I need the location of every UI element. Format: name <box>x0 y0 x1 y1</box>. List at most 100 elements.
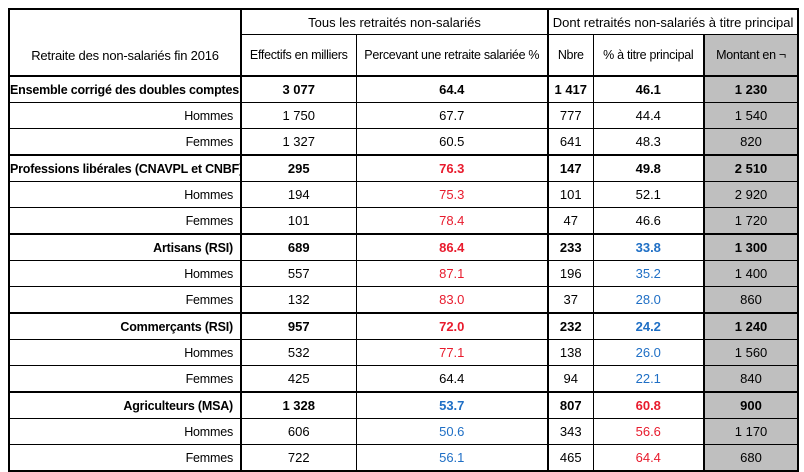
cell: 56.6 <box>592 418 705 445</box>
row-label: Hommes <box>8 260 242 287</box>
cell: 465 <box>547 444 594 472</box>
row-label: Agriculteurs (MSA) <box>8 391 242 419</box>
cell: 75.3 <box>355 181 549 208</box>
cell: 689 <box>240 233 357 261</box>
cell: 641 <box>547 128 594 156</box>
cell: 48.3 <box>592 128 705 156</box>
cell: 425 <box>240 365 357 393</box>
table-row: Artisans (RSI) 689 86.4 233 33.8 1 300 <box>8 233 799 261</box>
cell: 2 510 <box>703 154 799 182</box>
cell: 46.1 <box>592 75 705 103</box>
cell: 343 <box>547 418 594 445</box>
table-row: Hommes 1 750 67.7 777 44.4 1 540 <box>8 102 799 129</box>
cell: 680 <box>703 444 799 472</box>
cell: 77.1 <box>355 339 549 366</box>
table-row: Femmes 1 327 60.5 641 48.3 820 <box>8 128 799 156</box>
table-row: Hommes 194 75.3 101 52.1 2 920 <box>8 181 799 208</box>
cell: 138 <box>547 339 594 366</box>
cell: 94 <box>547 365 594 393</box>
retirement-table-container: Retraite des non-salariés fin 2016 Tous … <box>8 8 800 472</box>
cell: 1 170 <box>703 418 799 445</box>
table-row: Femmes 132 83.0 37 28.0 860 <box>8 286 799 314</box>
cell: 87.1 <box>355 260 549 287</box>
cell: 900 <box>703 391 799 419</box>
cell: 37 <box>547 286 594 314</box>
cell: 78.4 <box>355 207 549 235</box>
cell: 101 <box>547 181 594 208</box>
cell: 72.0 <box>355 312 549 340</box>
cell: 1 327 <box>240 128 357 156</box>
cell: 64.4 <box>592 444 705 472</box>
cell: 820 <box>703 128 799 156</box>
cell: 60.8 <box>592 391 705 419</box>
row-label: Ensemble corrigé des doubles comptes <box>8 75 242 103</box>
row-label: Hommes <box>8 418 242 445</box>
cell: 47 <box>547 207 594 235</box>
cell: 24.2 <box>592 312 705 340</box>
cell: 1 540 <box>703 102 799 129</box>
cell: 957 <box>240 312 357 340</box>
table-body: Ensemble corrigé des doubles comptes 3 07… <box>8 75 799 472</box>
cell: 67.7 <box>355 102 549 129</box>
cell: 44.4 <box>592 102 705 129</box>
group-header-row: Retraite des non-salariés fin 2016 Tous … <box>8 8 799 77</box>
cell: 46.6 <box>592 207 705 235</box>
row-label: Hommes <box>8 339 242 366</box>
cell: 1 417 <box>547 75 594 103</box>
row-label: Femmes <box>8 365 242 393</box>
column-header-pct-principal: % à titre principal <box>592 34 705 77</box>
table-row: Professions libérales (CNAVPL et CNBF) 29… <box>8 154 799 182</box>
cell: 26.0 <box>592 339 705 366</box>
table-row: Hommes 532 77.1 138 26.0 1 560 <box>8 339 799 366</box>
cell: 147 <box>547 154 594 182</box>
cell: 1 230 <box>703 75 799 103</box>
cell: 60.5 <box>355 128 549 156</box>
cell: 840 <box>703 365 799 393</box>
cell: 860 <box>703 286 799 314</box>
cell: 56.1 <box>355 444 549 472</box>
table-row: Agriculteurs (MSA) 1 328 53.7 807 60.8 900 <box>8 391 799 419</box>
cell: 1 750 <box>240 102 357 129</box>
row-label: Femmes <box>8 207 242 235</box>
cell: 64.4 <box>355 75 549 103</box>
cell: 1 560 <box>703 339 799 366</box>
table-row: Hommes 606 50.6 343 56.6 1 170 <box>8 418 799 445</box>
column-header-effectifs: Effectifs en milliers <box>240 34 357 77</box>
corner-header: Retraite des non-salariés fin 2016 <box>8 8 242 77</box>
cell: 1 328 <box>240 391 357 419</box>
cell: 83.0 <box>355 286 549 314</box>
cell: 76.3 <box>355 154 549 182</box>
table-row: Femmes 101 78.4 47 46.6 1 720 <box>8 207 799 235</box>
cell: 807 <box>547 391 594 419</box>
cell: 28.0 <box>592 286 705 314</box>
cell: 22.1 <box>592 365 705 393</box>
group-header-all-retirees: Tous les retraités non-salariés <box>239 8 549 35</box>
cell: 50.6 <box>355 418 549 445</box>
cell: 2 920 <box>703 181 799 208</box>
cell: 33.8 <box>592 233 705 261</box>
table-row: Hommes 557 87.1 196 35.2 1 400 <box>8 260 799 287</box>
cell: 557 <box>240 260 357 287</box>
cell: 53.7 <box>355 391 549 419</box>
row-label: Hommes <box>8 181 242 208</box>
table-row: Ensemble corrigé des doubles comptes 3 07… <box>8 75 799 103</box>
row-label: Professions libérales (CNAVPL et CNBF) <box>8 154 242 182</box>
row-label: Femmes <box>8 444 242 472</box>
cell: 1 720 <box>703 207 799 235</box>
cell: 1 400 <box>703 260 799 287</box>
cell: 86.4 <box>355 233 549 261</box>
cell: 196 <box>547 260 594 287</box>
cell: 101 <box>240 207 357 235</box>
cell: 1 240 <box>703 312 799 340</box>
row-label: Hommes <box>8 102 242 129</box>
table-row: Femmes 425 64.4 94 22.1 840 <box>8 365 799 393</box>
cell: 233 <box>547 233 594 261</box>
cell: 194 <box>240 181 357 208</box>
column-header-percevant: Percevant une retraite salariée % <box>355 34 549 77</box>
group-header-principal: Dont retraités non-salariés à titre prin… <box>547 8 799 35</box>
row-label: Commerçants (RSI) <box>8 312 242 340</box>
cell: 606 <box>240 418 357 445</box>
cell: 35.2 <box>592 260 705 287</box>
column-header-row: Effectifs en milliers Percevant une retr… <box>9 34 799 77</box>
cell: 1 300 <box>703 233 799 261</box>
